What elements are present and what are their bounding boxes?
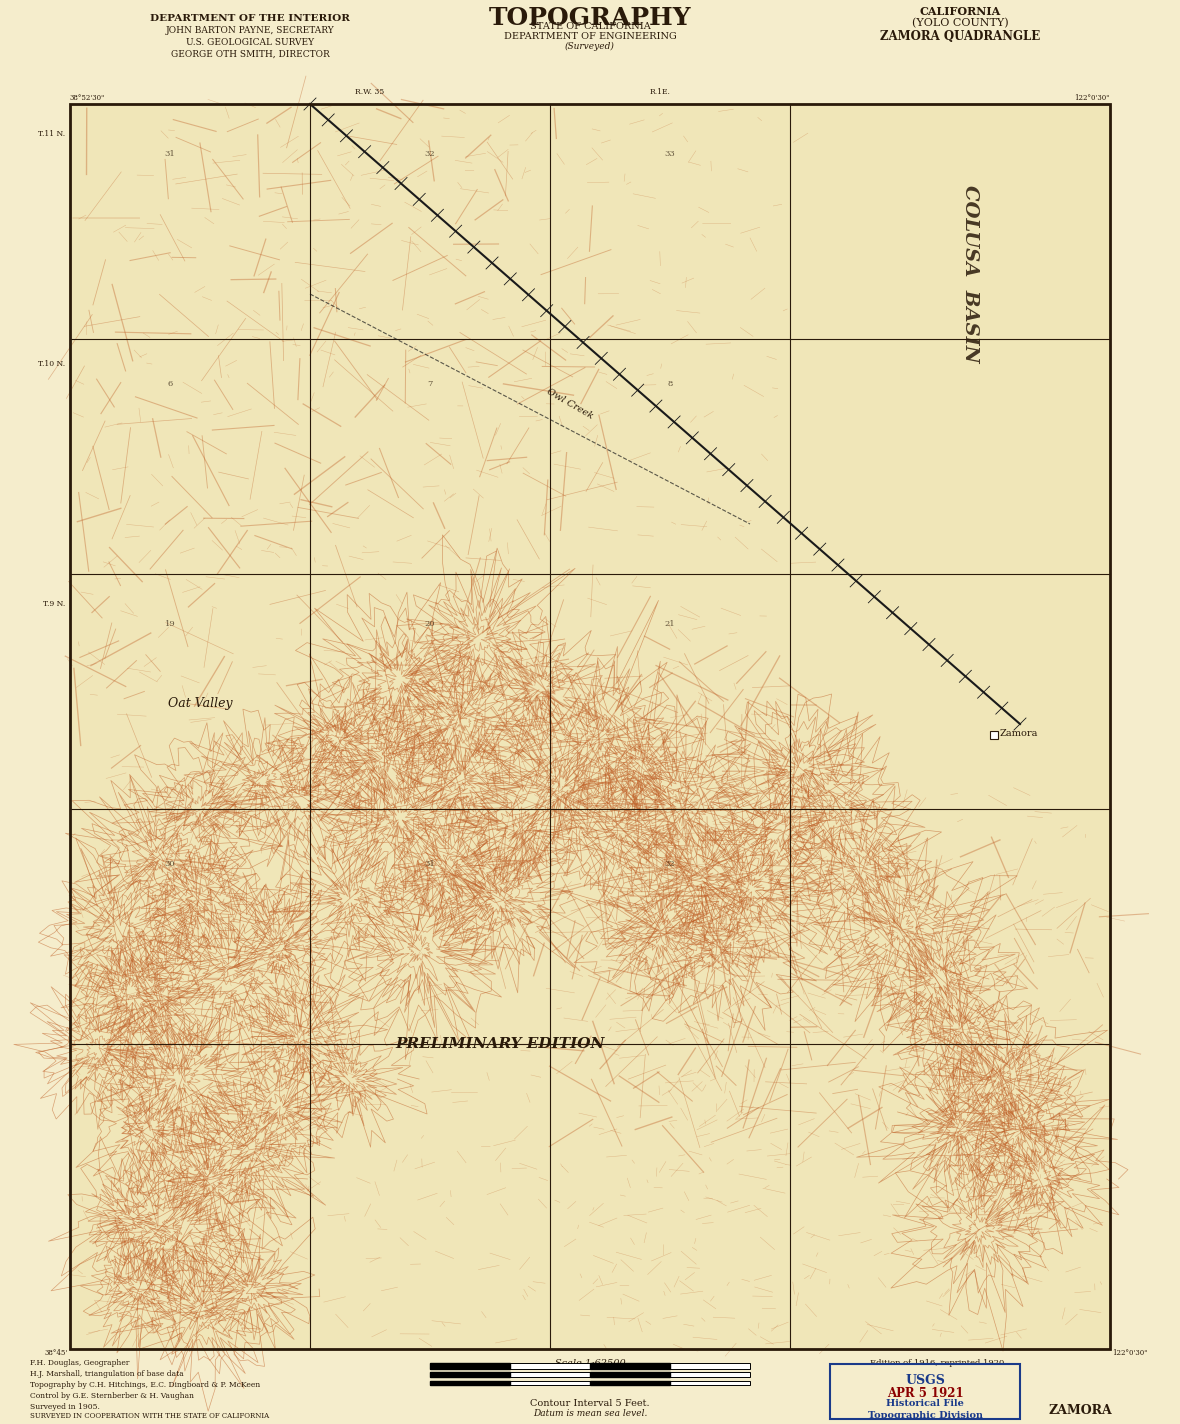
Text: 31: 31 — [425, 860, 435, 869]
Text: 8: 8 — [668, 380, 673, 387]
Text: 7: 7 — [427, 380, 433, 387]
Text: 38°52'30": 38°52'30" — [70, 94, 105, 103]
Text: R.1E.: R.1E. — [649, 88, 670, 95]
Text: 38°45': 38°45' — [45, 1349, 68, 1357]
Text: CALIFORNIA: CALIFORNIA — [919, 6, 1001, 17]
Text: PRELIMINARY EDITION: PRELIMINARY EDITION — [395, 1037, 604, 1051]
Text: (Surveyed): (Surveyed) — [565, 41, 615, 51]
Text: JOHN BARTON PAYNE, SECRETARY: JOHN BARTON PAYNE, SECRETARY — [165, 26, 334, 36]
Text: T.9 N.: T.9 N. — [42, 600, 65, 608]
Text: Datum is mean sea level.: Datum is mean sea level. — [533, 1408, 647, 1418]
Text: 6: 6 — [168, 380, 172, 387]
Text: H.J. Marshall, triangulation of base data: H.J. Marshall, triangulation of base dat… — [30, 1370, 184, 1378]
Text: 30: 30 — [165, 860, 176, 869]
Text: USGS: USGS — [905, 1374, 945, 1387]
Text: TOPOGRAPHY: TOPOGRAPHY — [489, 6, 691, 30]
Text: U.S. GEOLOGICAL SURVEY: U.S. GEOLOGICAL SURVEY — [186, 38, 314, 47]
Bar — [590, 1381, 670, 1386]
Text: GEORGE OTH SMITH, DIRECTOR: GEORGE OTH SMITH, DIRECTOR — [171, 50, 329, 58]
Text: (YOLO COUNTY): (YOLO COUNTY) — [912, 19, 1009, 28]
Bar — [70, 104, 1110, 1349]
Bar — [430, 1381, 750, 1386]
Text: APR 5 1921: APR 5 1921 — [886, 1387, 963, 1400]
Text: Topography by C.H. Hitchings, E.C. Dingboard & P. McKeen: Topography by C.H. Hitchings, E.C. Dingb… — [30, 1381, 261, 1388]
Text: F.H. Douglas, Geographer: F.H. Douglas, Geographer — [30, 1358, 130, 1367]
Text: 32: 32 — [664, 860, 675, 869]
Text: 31: 31 — [165, 150, 176, 158]
Bar — [590, 1371, 670, 1377]
Bar — [70, 104, 1110, 1349]
Text: Contour Interval 5 Feet.: Contour Interval 5 Feet. — [530, 1398, 650, 1408]
Text: DEPARTMENT OF ENGINEERING: DEPARTMENT OF ENGINEERING — [504, 31, 676, 41]
Text: 122°0'30": 122°0'30" — [1075, 94, 1110, 103]
Text: 20: 20 — [425, 619, 435, 628]
Text: COLUSA  BASIN: COLUSA BASIN — [961, 185, 979, 363]
Text: STATE OF CALIFORNIA: STATE OF CALIFORNIA — [530, 21, 650, 31]
Text: R.W. 35: R.W. 35 — [355, 88, 385, 95]
Text: Control by G.E. Sternberber & H. Vaughan: Control by G.E. Sternberber & H. Vaughan — [30, 1393, 194, 1400]
Bar — [990, 731, 998, 739]
Text: SURVEYED IN COOPERATION WITH THE STATE OF CALIFORNIA: SURVEYED IN COOPERATION WITH THE STATE O… — [30, 1413, 269, 1420]
Text: Oat Valley: Oat Valley — [168, 698, 232, 711]
Text: Topographic Division: Topographic Division — [867, 1411, 983, 1420]
Text: Scale 1:62500: Scale 1:62500 — [555, 1358, 625, 1368]
Bar — [830, 1364, 1020, 1418]
Text: DEPARTMENT OF THE INTERIOR: DEPARTMENT OF THE INTERIOR — [150, 14, 350, 23]
Text: T.10 N.: T.10 N. — [38, 360, 65, 367]
Text: 21: 21 — [664, 619, 675, 628]
Text: 122°0'30": 122°0'30" — [1112, 1349, 1147, 1357]
Text: Zamora: Zamora — [999, 729, 1038, 739]
Text: 33: 33 — [664, 150, 675, 158]
Bar — [430, 1363, 510, 1368]
Text: T.11 N.: T.11 N. — [38, 130, 65, 138]
Text: Historical File: Historical File — [886, 1398, 964, 1408]
Text: ZAMORA QUADRANGLE: ZAMORA QUADRANGLE — [880, 30, 1040, 43]
Text: 32: 32 — [425, 150, 435, 158]
Text: Surveyed in 1905.: Surveyed in 1905. — [30, 1403, 100, 1411]
Bar — [430, 1381, 510, 1386]
Text: Owl Creek: Owl Creek — [545, 387, 595, 422]
Bar — [430, 1371, 510, 1377]
Text: 19: 19 — [165, 619, 176, 628]
Bar — [430, 1363, 750, 1368]
Text: ZAMORA: ZAMORA — [1048, 1404, 1112, 1417]
Bar — [430, 1371, 750, 1377]
Bar — [590, 1363, 670, 1368]
Text: Edition of 1916, reprinted 1920: Edition of 1916, reprinted 1920 — [870, 1358, 1004, 1367]
